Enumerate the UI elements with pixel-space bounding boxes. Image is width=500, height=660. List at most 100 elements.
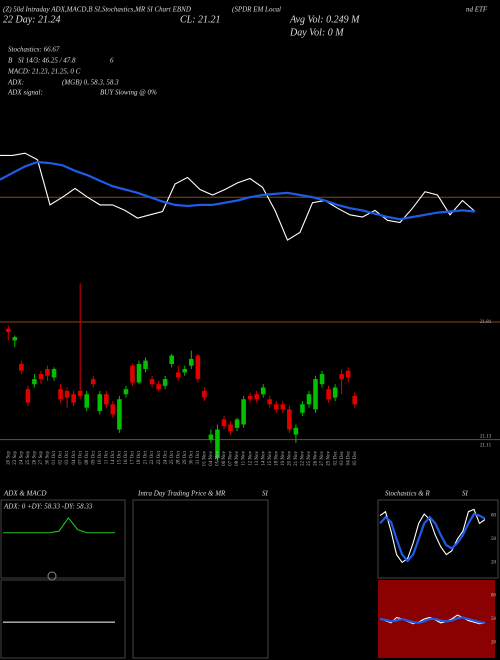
stat: Stochastics: 66.67 [8,46,60,54]
candle-body [345,370,351,378]
candle-body [45,369,50,376]
candle-body [12,337,18,341]
y-tick-label: 20 [491,641,497,646]
x-tick-label: 20 Sep [6,451,11,465]
candle-body [280,404,286,410]
title: (Z) 50d Intraday ADX,MACD,B SI,Stochasti… [3,6,191,14]
y-tick-label: 50 [491,617,497,622]
candle-body [287,409,292,430]
x-tick-label: 02 Dec [333,450,338,465]
candle-body [221,419,227,427]
candle-body [104,394,109,405]
candle-body [247,395,253,400]
candle-body [156,384,161,390]
x-tick-label: 20 Nov [288,451,293,466]
x-tick-label: 25 Nov [307,451,312,466]
x-tick-label: 07 Oct [78,450,83,464]
candle-body [260,387,266,395]
x-tick-label: 10 Oct [98,450,103,464]
x-tick-label: 05 Dec [353,450,358,465]
stat: ADX signal: [7,89,43,97]
stat: SI 14/3: 46.25 / 47.8 [18,57,76,65]
x-tick-label: 23 Sep [13,451,18,465]
x-tick-label: 08 Oct [85,450,90,464]
x-tick-label: 11 Oct [104,450,109,464]
candle-body [58,389,63,400]
x-tick-label: 08 Nov [235,451,240,466]
x-tick-label: 14 Nov [261,451,266,466]
avg-vol: Avg Vol: 0.249 M [289,14,360,25]
candle-body [51,369,57,378]
candle-body [97,394,103,412]
stat: (MGB) 0, 58.3, 58.3 [62,79,119,87]
x-tick-label: 01 Nov [203,451,208,466]
candle-body [169,355,174,364]
x-tick-label: 26 Sep [33,451,38,465]
x-tick-label: 23 Oct [157,450,162,464]
candle-body [38,374,44,380]
x-tick-label: 07 Nov [229,451,234,466]
candle-body [202,390,207,398]
candle-body [273,404,279,410]
x-tick-label: 15 Nov [268,451,273,466]
candle-body [19,364,24,371]
x-tick-label: 31 Oct [196,450,201,464]
x-tick-label: 06 Nov [222,451,227,466]
candle-body [90,379,96,385]
candle-body [300,404,305,413]
candle-body [313,379,318,410]
x-tick-label: 01 Oct [52,450,57,464]
candle-body [326,389,331,400]
candle-body [162,379,168,386]
stat: BUY Slowing @ 0% [100,89,157,97]
candle-body [332,387,338,398]
x-tick-label: 30 Oct [189,450,194,464]
x-tick-label: 28 Oct [176,450,181,464]
panel-title: Stochastics & R [385,490,430,498]
x-tick-label: 04 Oct [72,450,77,464]
candle-body [339,374,344,380]
stat: B [8,57,13,65]
candle-body [215,429,220,459]
x-tick-label: 24 Oct [163,450,168,464]
stat: MACD: 21.23, 21.25, 0 C [7,68,81,76]
x-tick-label: 18 Oct [137,450,142,464]
x-tick-label: 15 Oct [118,450,123,464]
x-tick-label: 03 Dec [340,450,345,465]
candle-body [84,394,90,408]
candle-body [77,390,83,396]
series-line [379,512,486,563]
x-tick-label: 24 Sep [19,451,24,465]
stat: 6 [110,57,114,65]
candle-body [208,434,214,440]
y-tick-label: 80 [491,594,497,599]
candle-body [5,328,11,333]
candle-body [306,394,312,405]
series-line [379,508,486,564]
y-tick-label: 21.11 [480,444,492,449]
candle-body [228,424,233,432]
x-tick-label: 18 Nov [274,451,279,466]
fund-name-end: nd ETF [466,6,488,14]
x-tick-label: 30 Sep [46,451,51,465]
candle-body [110,404,116,415]
series-line [379,616,486,625]
panel-frame [0,499,126,579]
y-tick-label: 21.13 [480,434,492,439]
x-tick-label: 22 Oct [150,450,155,464]
series-line [0,152,476,241]
panel-title: SI [262,490,269,498]
candle-body [189,358,194,366]
panel-frame [377,499,499,579]
candle-body [175,372,181,378]
candle-body [241,399,246,425]
candle-body [352,395,358,405]
candle-body [267,399,273,405]
candle-body [25,389,31,403]
y-tick-label: 20 [491,561,497,566]
panel-frame [0,579,126,659]
candle-body [136,364,142,383]
